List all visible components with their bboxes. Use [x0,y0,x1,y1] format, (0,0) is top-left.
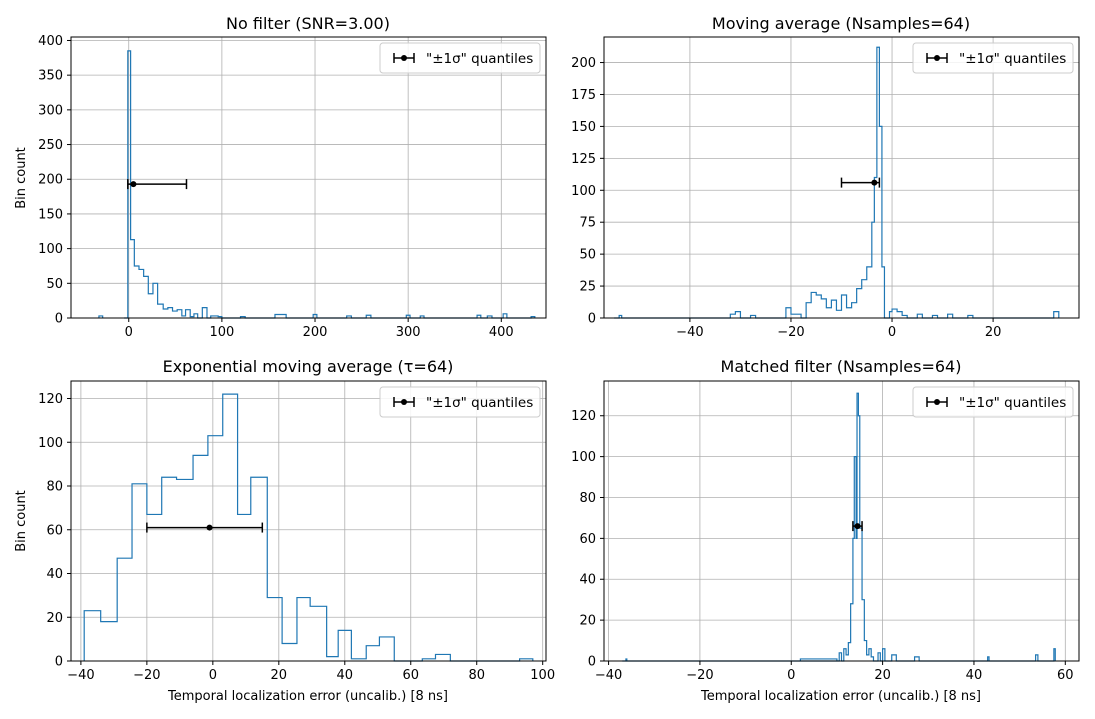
y-tick-label: 20 [46,611,63,626]
x-tick-label: −20 [686,668,713,683]
y-tick-label: 40 [579,573,596,588]
panel-exponential-moving-average: Exponential moving average (τ=64) −40 −20… [38,357,555,683]
x-tick-label: 20 [985,325,1002,340]
y-tick-label: 80 [46,480,63,495]
legend-errorbar-point [401,55,407,61]
y-tick-label: 0 [55,655,63,670]
x-tick-label: 100 [530,668,555,683]
y-tick-label: 25 [579,280,596,295]
y-tick-label: 100 [38,242,63,257]
y-tick-label: 150 [38,207,63,222]
x-tick-label: 20 [271,668,288,683]
y-tick-label: 40 [46,567,63,582]
y-tick-label: 175 [571,88,596,103]
panel-title: No filter (SNR=3.00) [226,14,390,33]
x-tick-label: −40 [676,325,703,340]
x-tick-label: 300 [396,325,421,340]
x-tick-label: 60 [1057,668,1074,683]
histogram-bin [799,658,838,661]
legend-errorbar-point [401,399,407,405]
legend-box [379,386,541,418]
panel-moving-average: Moving average (Nsamples=64) −40 −20 0 2002… [571,14,1080,340]
x-tick-label: 80 [468,668,485,683]
y-tick-label: 250 [38,138,63,153]
errorbar-point [854,523,861,530]
x-axis-label-right: Temporal localization error (uncalib.) [… [700,689,981,704]
legend-label: "±1σ" quantiles [426,395,533,411]
panel-matched-filter: Matched filter (Nsamples=64) −40 −20 0 20 40… [571,357,1080,683]
axes-frame [603,380,1080,662]
histogram-step [614,46,1060,319]
y-tick-label: 100 [38,436,63,451]
y-tick-label: 125 [571,152,596,167]
y-axis-label-top: Bin count [14,147,29,209]
y-tick-label: 75 [579,216,596,231]
y-tick-label: 0 [588,655,596,670]
legend-label: "±1σ" quantiles [426,51,533,67]
legend-box [912,386,1074,418]
y-tick-label: 200 [38,173,63,188]
y-tick-label: 150 [571,120,596,135]
axes-frame [70,380,547,662]
errorbar-point [206,524,213,531]
legend-label: "±1σ" quantiles [959,51,1066,67]
x-tick-label: 40 [337,668,354,683]
legend-label: "±1σ" quantiles [959,395,1066,411]
y-tick-label: 120 [38,392,63,407]
x-tick-label: 20 [874,668,891,683]
y-tick-label: 120 [571,409,596,424]
panel-title: Exponential moving average (τ=64) [163,357,454,376]
y-tick-label: 50 [46,277,63,292]
errorbar-point [130,181,137,188]
y-tick-label: 50 [579,248,596,263]
y-tick-label: 100 [571,450,596,465]
histogram-bin [98,315,104,318]
x-tick-label: −40 [595,668,622,683]
x-axis-label-left: Temporal localization error (uncalib.) [… [167,689,448,704]
x-tick-label: 60 [402,668,419,683]
x-tick-label: 0 [888,325,896,340]
legend-errorbar-point [934,399,940,405]
x-tick-label: −20 [133,668,160,683]
x-tick-label: 100 [209,325,234,340]
axes-frame [70,36,547,319]
x-tick-label: 200 [303,325,328,340]
y-axis-label-bottom: Bin count [14,490,29,552]
histogram-step [622,392,1056,662]
y-tick-label: 60 [46,523,63,538]
legend-box [912,42,1074,74]
x-tick-label: 40 [966,668,983,683]
y-tick-label: 100 [571,184,596,199]
y-tick-label: 60 [579,532,596,547]
errorbar-point [871,179,878,186]
y-tick-label: 0 [588,312,596,327]
y-tick-label: 20 [579,614,596,629]
legend-box [379,42,541,74]
y-tick-label: 80 [579,491,596,506]
x-tick-label: 0 [125,325,133,340]
panel-no-filter: No filter (SNR=3.00) 0 100 200 300 400 0 50 100… [38,14,547,340]
y-tick-label: 400 [38,34,63,49]
y-tick-label: 0 [55,312,63,327]
x-tick-label: −20 [777,325,804,340]
panel-title: Moving average (Nsamples=64) [712,14,970,33]
x-tick-label: 0 [787,668,795,683]
x-tick-label: 400 [489,325,514,340]
legend-errorbar-point [934,55,940,61]
x-tick-label: −40 [67,668,94,683]
panel-title: Matched filter (Nsamples=64) [721,357,962,376]
y-tick-label: 200 [571,56,596,71]
x-tick-label: 0 [209,668,217,683]
y-tick-label: 350 [38,69,63,84]
y-tick-label: 300 [38,103,63,118]
axes-frame [603,36,1080,319]
